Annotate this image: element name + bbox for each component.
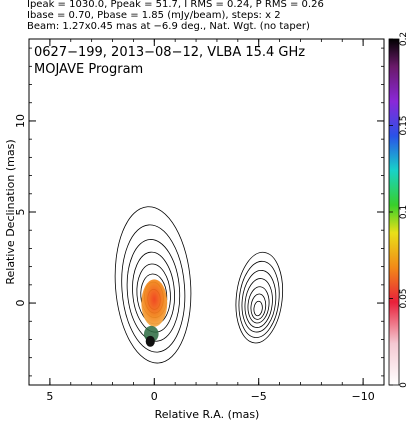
colorbar-tick-label: 0 <box>399 382 409 388</box>
colorbar-ticks: 0 0.05 0.1 0.15 0.2 <box>389 32 409 388</box>
program-label: MOJAVE Program <box>34 62 143 77</box>
contour-i-7 <box>114 206 192 364</box>
colorbar-tick-label: 0.2 <box>399 32 409 46</box>
contour-p-2 <box>247 286 270 324</box>
y-axis-title: Relative Declination (mas) <box>4 139 17 284</box>
colorbar-tick-label: 0.1 <box>399 205 409 219</box>
contour-i-5 <box>126 239 181 342</box>
header-line-3: Beam: 1.27x0.45 mas at −6.9 deg., Nat. W… <box>27 21 310 32</box>
header-line-2: Ibase = 0.70, Pbase = 1.85 (mJy/beam), s… <box>27 10 281 21</box>
header-line-1: Ipeak = 1030.0, Ppeak = 51.7, I RMS = 0.… <box>27 0 324 10</box>
y-tick-label: 5 <box>14 209 27 216</box>
source-label: 0627−199, 2013−08−12, VLBA 15.4 GHz <box>34 45 305 60</box>
y-tick-label: 10 <box>14 114 27 128</box>
y-tick-label: 0 <box>14 300 27 307</box>
x-tick-label: 0 <box>151 390 158 403</box>
contour-p-0 <box>253 300 263 317</box>
x-tick-label: −10 <box>352 390 375 403</box>
contour-p-5 <box>238 260 280 338</box>
x-tick-label: −5 <box>251 390 267 403</box>
contour-p-1 <box>250 293 267 320</box>
contour-p-3 <box>244 278 273 328</box>
plot-frame <box>28 38 385 386</box>
core-color-fill <box>141 279 168 347</box>
colorbar-tick-label: 0.15 <box>399 115 409 135</box>
contour-layer <box>114 206 284 364</box>
x-tick-label: 5 <box>46 390 53 403</box>
x-axis-title: Relative R.A. (mas) <box>155 408 260 421</box>
colorbar-tick-label: 0.05 <box>399 288 409 308</box>
contour-i-6 <box>121 224 186 353</box>
core-tail-dark <box>145 335 155 347</box>
contour-p-4 <box>241 270 277 333</box>
core-emission <box>141 279 168 327</box>
contour-p-6 <box>235 251 284 344</box>
axis-ticks: 5 0 −5 −10 0 5 10 <box>14 39 385 403</box>
